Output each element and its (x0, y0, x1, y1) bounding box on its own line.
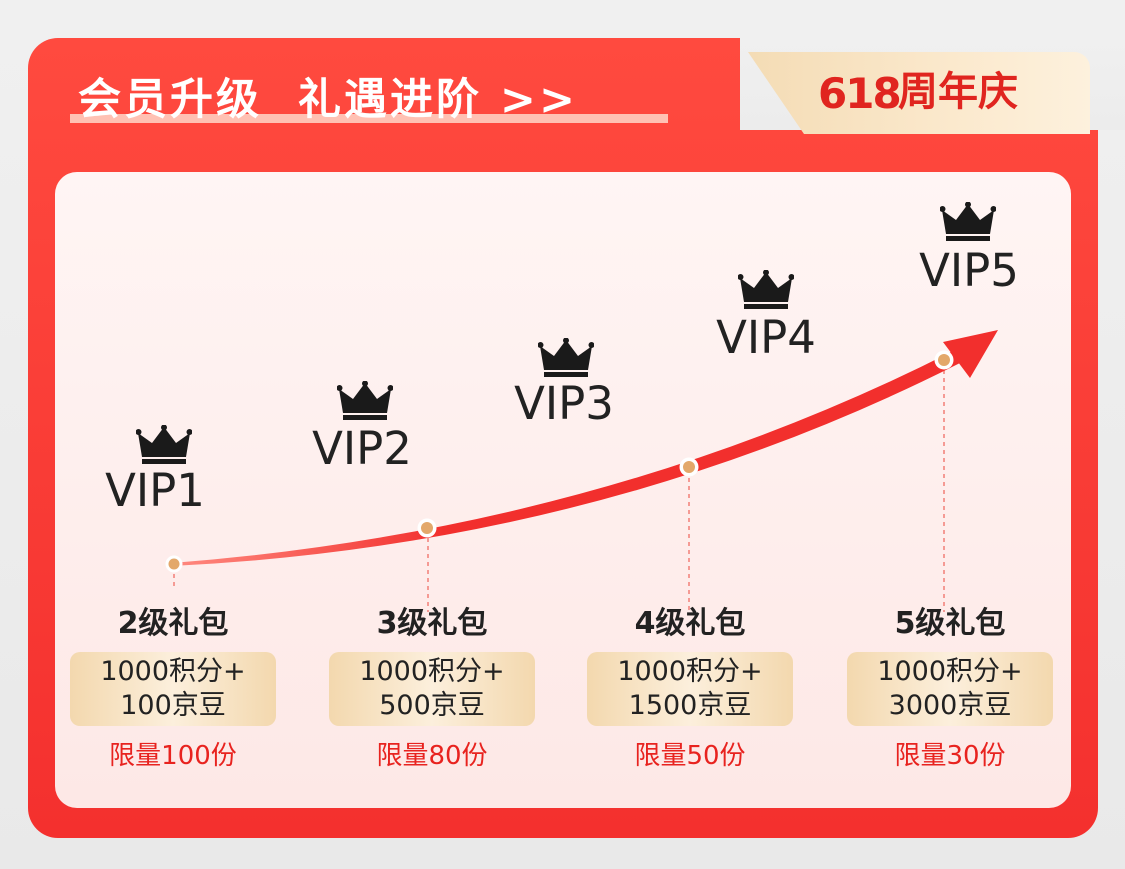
package-title-3: 3级礼包 (376, 606, 488, 641)
progress-arrow-head (943, 330, 998, 378)
reward-beans: 3000京豆 (888, 690, 1012, 721)
vip-label-2: VIP2 (312, 422, 412, 475)
limit-text-2: 限量100份 (109, 741, 237, 771)
header-underline (70, 114, 668, 123)
reward-box-3[interactable]: 1000积分+ 500京豆 (329, 652, 535, 726)
reward-points: 1000积分+ (359, 656, 505, 687)
limit-text-5: 限量30份 (894, 741, 1006, 771)
milestone-dot-1 (165, 555, 183, 573)
anniversary-badge (748, 52, 1090, 134)
reward-box-2[interactable]: 1000积分+ 100京豆 (70, 652, 276, 726)
limit-text-4: 限量50份 (634, 741, 746, 771)
vip-label-1: VIP1 (105, 464, 205, 517)
crown-icon (738, 270, 794, 309)
reward-box-4[interactable]: 1000积分+ 1500京豆 (587, 652, 793, 726)
package-title-4: 4级礼包 (634, 606, 746, 641)
milestone-dot-3 (679, 457, 699, 477)
limit-text-3: 限量80份 (376, 741, 488, 771)
reward-points: 1000积分+ (100, 656, 246, 687)
header-title[interactable]: 会员升级 礼遇进阶 >> (78, 75, 578, 125)
milestone-dot-4 (934, 350, 954, 370)
vip-label-4: VIP4 (716, 311, 816, 364)
crown-icon (136, 425, 192, 464)
crown-icon (337, 381, 393, 420)
package-title-2: 2级礼包 (117, 606, 229, 641)
badge-text: 周年庆 (898, 69, 1018, 115)
crown-icon (538, 338, 594, 377)
reward-points: 1000积分+ (617, 656, 763, 687)
reward-beans: 500京豆 (379, 690, 485, 721)
package-title-5: 5级礼包 (894, 606, 1006, 641)
crown-icon (940, 202, 996, 241)
vip-label-3: VIP3 (514, 377, 614, 430)
vip-label-5: VIP5 (919, 244, 1019, 297)
reward-points: 1000积分+ (877, 656, 1023, 687)
reward-box-5[interactable]: 1000积分+ 3000京豆 (847, 652, 1053, 726)
milestone-dot-2 (417, 518, 437, 538)
reward-beans: 100京豆 (120, 690, 226, 721)
reward-beans: 1500京豆 (628, 690, 752, 721)
badge-number: 618 (818, 69, 902, 118)
